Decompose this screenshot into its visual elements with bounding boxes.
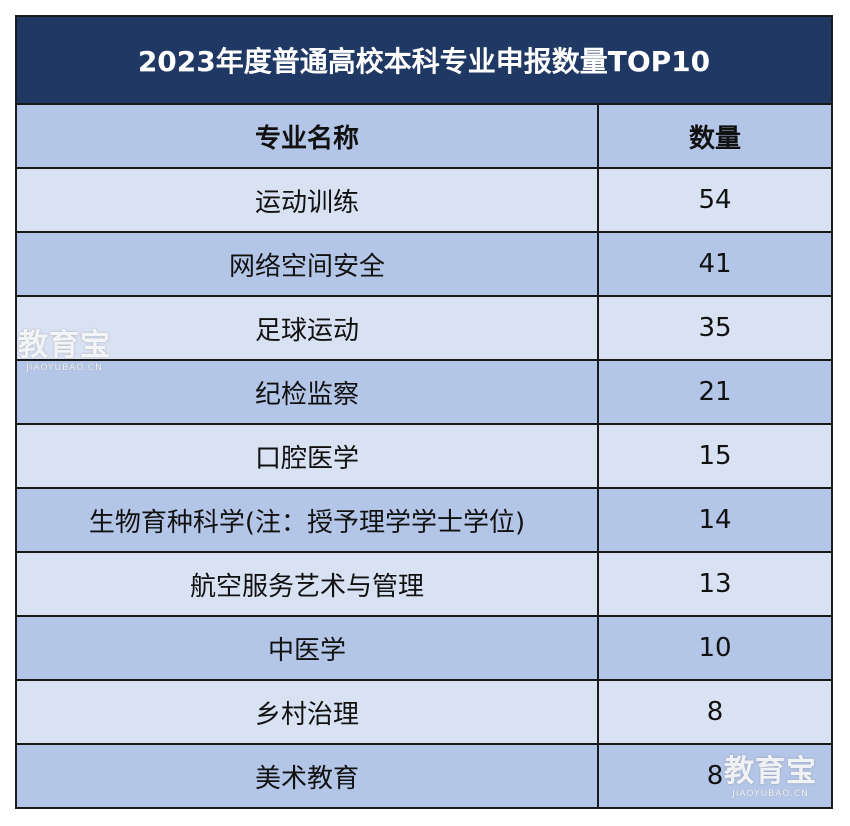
major-count: 10	[698, 633, 732, 663]
major-name: 中医学	[17, 617, 599, 679]
major-count: 13	[698, 569, 732, 599]
major-count: 14	[698, 505, 732, 535]
table-row: 网络空间安全 41	[17, 233, 831, 297]
table-row: 乡村治理 8	[17, 681, 831, 745]
major-count: 8	[706, 697, 724, 727]
major-count: 21	[698, 377, 732, 407]
major-name: 足球运动	[17, 297, 599, 359]
header-count: 数量	[688, 123, 741, 154]
major-name: 生物育种科学(注：授予理学学士学位)	[17, 489, 599, 551]
ranking-table: 2023年度普通高校本科专业申报数量TOP10 专业名称 数量 运动训练 54 …	[15, 15, 833, 809]
table-row: 口腔医学 15	[17, 425, 831, 489]
major-name: 航空服务艺术与管理	[17, 553, 599, 615]
major-name: 美术教育	[17, 745, 599, 807]
major-name: 乡村治理	[17, 681, 599, 743]
major-count: 41	[698, 249, 732, 279]
header-name: 专业名称	[17, 105, 599, 167]
table-row: 航空服务艺术与管理 13	[17, 553, 831, 617]
table-row: 运动训练 54	[17, 169, 831, 233]
table-row: 中医学 10	[17, 617, 831, 681]
major-count: 35	[698, 313, 732, 343]
table-row: 足球运动 35	[17, 297, 831, 361]
table-title: 2023年度普通高校本科专业申报数量TOP10	[17, 17, 831, 105]
table-header-row: 专业名称 数量	[17, 105, 831, 169]
major-name: 纪检监察	[17, 361, 599, 423]
major-name: 口腔医学	[17, 425, 599, 487]
major-name: 网络空间安全	[17, 233, 599, 295]
major-count: 15	[698, 441, 732, 471]
major-count: 8	[706, 761, 724, 791]
table-row: 纪检监察 21	[17, 361, 831, 425]
major-name: 运动训练	[17, 169, 599, 231]
table-row: 生物育种科学(注：授予理学学士学位) 14	[17, 489, 831, 553]
table-row: 美术教育 8	[17, 745, 831, 807]
major-count: 54	[698, 185, 732, 215]
